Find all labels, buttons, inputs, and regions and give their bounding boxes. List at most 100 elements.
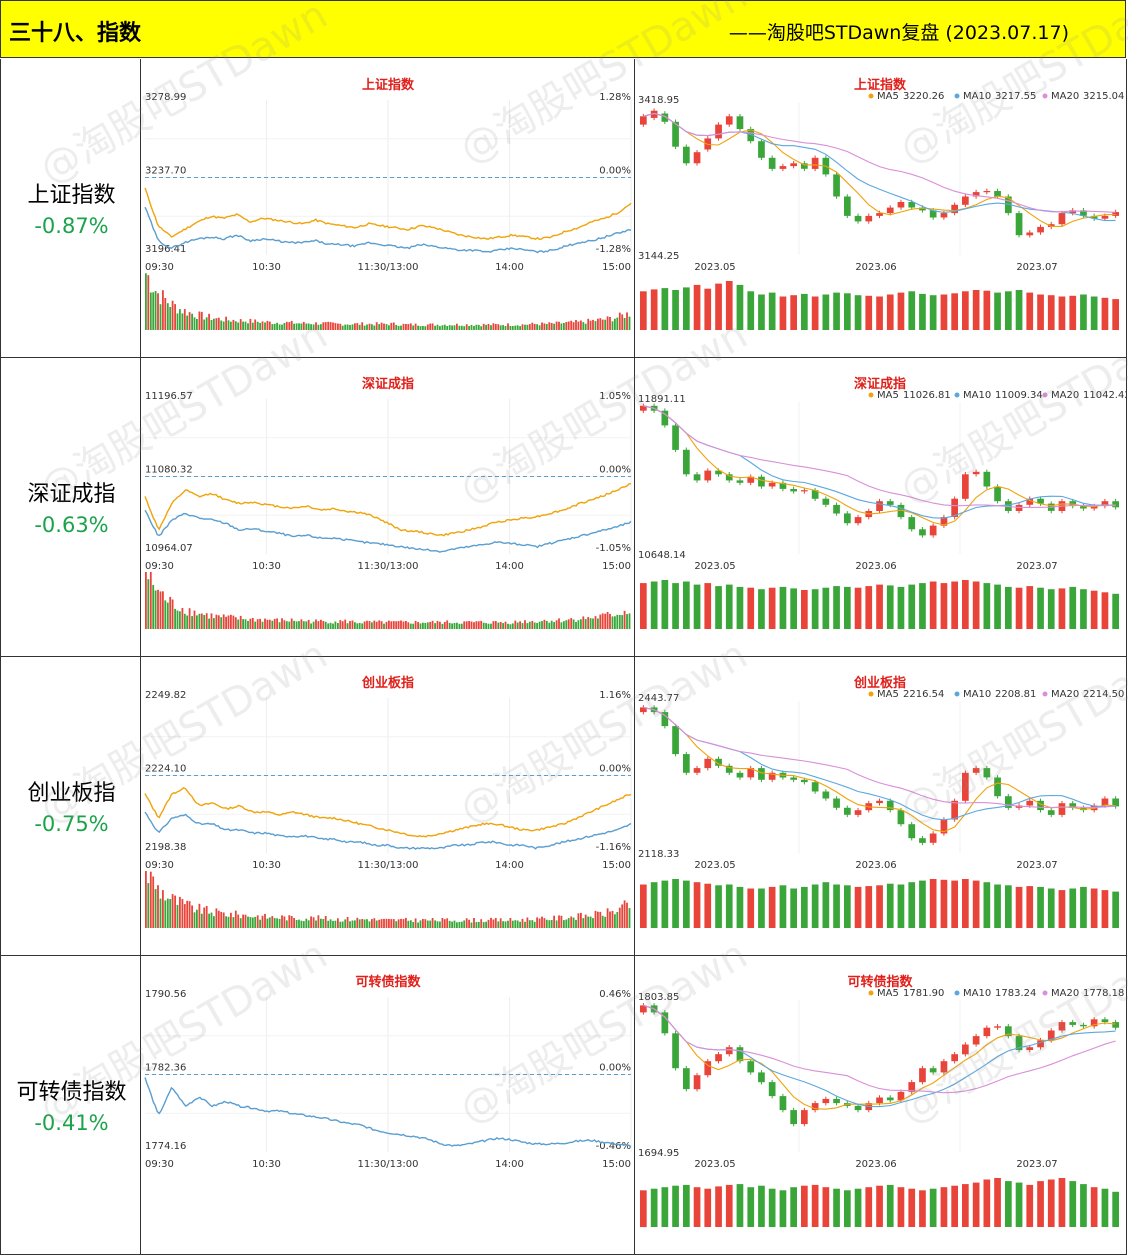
kline-volume-bar	[811, 884, 819, 928]
kline-volume-bar	[768, 886, 776, 928]
intraday-volume-bar	[572, 322, 575, 330]
kline-volume-bar	[865, 1187, 873, 1227]
intraday-title: 可转债指数	[355, 974, 421, 990]
kline-volume-bar	[897, 884, 905, 928]
kline-candle	[833, 1098, 840, 1104]
legend-label: MA5	[877, 390, 899, 401]
kline-volume-bar	[929, 581, 937, 629]
intraday-volume-bar	[341, 325, 344, 330]
intraday-volume-bar	[295, 621, 298, 629]
intraday-volume-bar	[514, 325, 517, 330]
kline-volume-bar	[1101, 297, 1109, 330]
index-name: 创业板指	[27, 781, 116, 806]
kline-volume-bar	[972, 290, 980, 330]
legend-dot	[954, 691, 960, 697]
kline-candle	[886, 800, 894, 811]
intraday-volume-bar	[361, 322, 364, 330]
intraday-volume-bar	[570, 916, 573, 928]
intraday-volume-bar	[456, 622, 458, 629]
intraday-volume-bar	[276, 918, 278, 928]
kline-ma20-legend: 3215.04	[1083, 91, 1124, 102]
kline-volume-bar	[908, 882, 916, 928]
intraday-volume-bar	[227, 916, 230, 928]
intraday-volume-bar	[507, 920, 509, 928]
intraday-volume-bar	[271, 916, 274, 928]
intraday-volume-bar	[273, 918, 276, 928]
kline-volume-bar	[897, 586, 905, 629]
kline-candle	[811, 490, 819, 499]
intraday-volume-bar	[553, 915, 555, 928]
kline-volume-bar	[758, 888, 765, 928]
intraday-volume-bar	[317, 915, 320, 928]
intraday-volume-bar	[225, 616, 227, 629]
intraday-volume-bar	[310, 324, 312, 330]
index-label-cell: 可转债指数 -0.41%	[0, 956, 141, 1254]
kline-volume-bar	[940, 879, 948, 928]
legend-dot	[1042, 392, 1048, 398]
intraday-volume-bar	[580, 619, 582, 629]
intraday-volume-bar	[611, 321, 614, 330]
kline-candle	[736, 480, 744, 483]
intraday-volume-bar	[494, 918, 497, 928]
intraday-volume-bar	[154, 590, 157, 629]
intraday-volume-bar	[453, 325, 456, 330]
intraday-volume-bar	[327, 623, 330, 629]
intraday-volume-bar	[519, 326, 521, 330]
intraday-volume-bar	[288, 915, 291, 928]
intraday-volume-bar	[186, 615, 189, 629]
kline-ma10-line	[643, 1004, 1116, 1108]
intraday-volume-bar	[414, 918, 417, 928]
intraday-volume-bar	[618, 312, 621, 330]
kline-volume-bar	[1026, 586, 1034, 629]
intraday-volume-bar	[509, 326, 512, 330]
kline-candle	[886, 207, 894, 214]
kline-candle	[972, 768, 980, 773]
intraday-volume-bar	[614, 616, 616, 629]
intraday-volume-bar	[315, 322, 317, 330]
intraday-volume-bar	[521, 918, 524, 928]
intraday-volume-bar	[587, 916, 590, 928]
kline-volume-bar	[693, 882, 701, 928]
intraday-volume-bar	[203, 615, 206, 629]
intraday-x-label: 09:30	[145, 1159, 174, 1170]
intraday-y-mid: 11080.32	[145, 465, 193, 476]
index-name: 上证指数	[27, 183, 116, 208]
intraday-volume-bar	[339, 620, 342, 629]
intraday-volume-bar	[434, 623, 436, 629]
kline-candle	[768, 482, 776, 487]
intraday-volume-bar	[497, 622, 500, 629]
kline-x-label: 2023.05	[694, 262, 735, 273]
intraday-volume-bar	[465, 918, 468, 928]
intraday-volume-bar	[563, 621, 565, 629]
intraday-volume-bar	[356, 323, 359, 330]
kline-volume-bar	[704, 583, 712, 629]
kline-candle	[951, 204, 958, 214]
intraday-volume-bar	[174, 895, 176, 928]
kline-ma20-legend: 2214.50	[1083, 689, 1124, 700]
intraday-volume-bar	[446, 918, 449, 928]
kline-volume-bar	[951, 581, 958, 629]
kline-candle	[640, 1005, 647, 1013]
kline-volume-bar	[811, 1184, 819, 1227]
intraday-volume-bar	[191, 905, 193, 928]
intraday-volume-bar	[426, 324, 429, 330]
kline-volume-bar	[693, 1187, 701, 1227]
kline-ma5-line	[643, 706, 1116, 833]
intraday-volume-bar	[378, 620, 381, 629]
intraday-volume-bar	[171, 894, 174, 928]
legend-label: MA20	[1051, 988, 1079, 999]
intraday-volume-bar	[259, 919, 261, 928]
intraday-volume-bar	[434, 920, 436, 928]
intraday-volume-bar	[344, 619, 347, 629]
kline-volume-bar	[650, 581, 658, 629]
intraday-volume-bar	[186, 900, 189, 928]
intraday-volume-bar	[244, 914, 247, 928]
intraday-volume-bar	[225, 316, 227, 330]
intraday-x-label: 15:00	[602, 561, 631, 572]
kline-volume-bar	[854, 587, 862, 629]
kline-candle	[768, 1082, 776, 1097]
intraday-volume-bar	[548, 622, 551, 629]
intraday-chart: 深证成指 11196.57 11080.32 10964.07 1.05% 0.00% -1…	[141, 358, 635, 656]
kline-x-label: 2023.06	[855, 860, 896, 871]
intraday-volume-bar	[268, 917, 271, 928]
